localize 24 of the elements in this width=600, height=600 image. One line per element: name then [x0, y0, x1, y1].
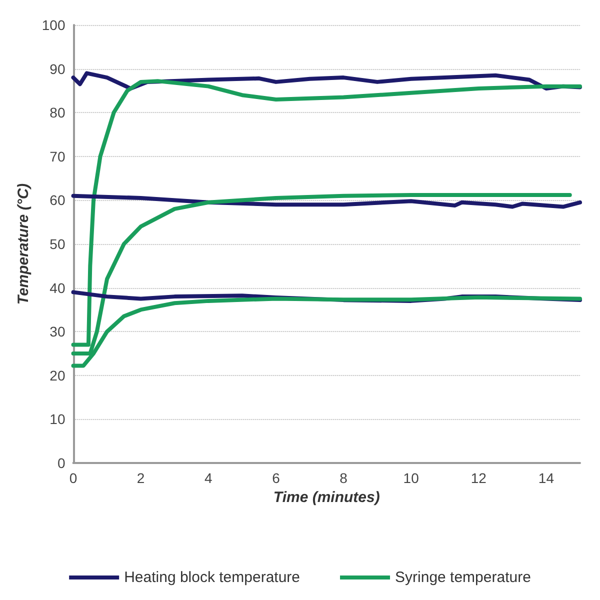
legend-label: Heating block temperature [124, 569, 300, 586]
x-tick-label: 2 [136, 470, 145, 486]
y-tick-label: 30 [50, 324, 66, 340]
x-tick-label: 6 [272, 470, 280, 486]
y-tick-label: 60 [50, 192, 66, 208]
x-tick-label: 0 [69, 470, 78, 486]
y-tick-label: 20 [50, 367, 66, 384]
x-tick-label: 10 [403, 470, 420, 486]
y-tick-label: 50 [50, 236, 66, 252]
x-tick-label: 12 [470, 470, 487, 486]
y-tick-label: 40 [50, 280, 66, 296]
y-tick-label: 100 [42, 17, 66, 33]
y-tick-label: 80 [50, 104, 66, 121]
y-axis-title: Temperature (°C) [15, 183, 32, 305]
x-tick-label: 14 [538, 470, 554, 486]
legend-label: Syringe temperature [395, 569, 531, 586]
y-tick-label: 70 [50, 148, 66, 164]
y-tick-label: 10 [50, 411, 66, 428]
x-tick-label: 8 [340, 470, 348, 486]
line-series [71, 194, 582, 209]
y-tick-label: 0 [57, 455, 66, 471]
y-tick-label: 90 [50, 60, 66, 77]
x-axis-title: Time (minutes) [273, 488, 380, 506]
x-tick-label: 4 [204, 470, 212, 486]
